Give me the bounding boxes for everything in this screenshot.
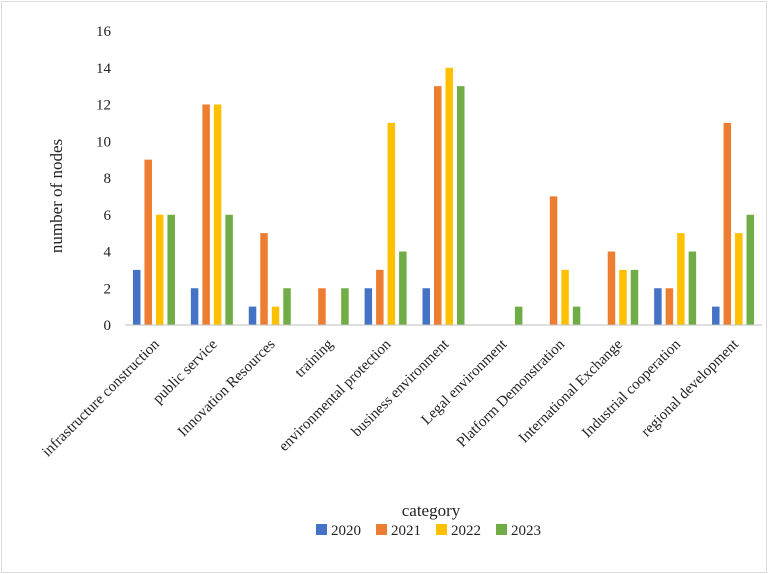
- bar-series: [132, 67, 755, 325]
- bar-2022-4: [387, 122, 396, 325]
- y-tick-label: 4: [104, 245, 112, 261]
- bar-2021-3: [318, 288, 326, 325]
- legend-swatch-2021: [376, 524, 387, 535]
- legend-label: 2021: [391, 523, 421, 539]
- bar-2023-5: [457, 86, 465, 325]
- x-tick-label: environmental protection: [276, 336, 395, 455]
- bar-2020-9: [654, 288, 662, 325]
- bar-2023-2: [283, 288, 291, 325]
- y-tick-label: 2: [104, 281, 112, 297]
- bar-2022-10: [735, 233, 743, 325]
- x-tick-label: regional development: [638, 336, 742, 440]
- bar-2021-9: [665, 288, 674, 325]
- y-axis-title: number of nodes: [47, 139, 66, 253]
- bar-2023-6: [514, 306, 523, 325]
- bar-2021-2: [260, 233, 268, 325]
- bar-2021-10: [723, 122, 732, 325]
- bar-2023-9: [688, 251, 697, 325]
- y-tick-label: 10: [96, 134, 111, 150]
- x-tick-label: training: [292, 336, 337, 381]
- bar-2020-2: [248, 306, 257, 325]
- bar-2021-7: [549, 196, 558, 325]
- bar-2020-4: [364, 288, 373, 325]
- legend: 2020 2021 2022 2023: [316, 523, 541, 539]
- bar-2023-7: [572, 306, 581, 325]
- bar-2021-0: [144, 159, 152, 325]
- bar-2023-3: [341, 288, 349, 325]
- bar-2022-7: [561, 269, 569, 325]
- x-tick-label: Industrial cooperation: [579, 336, 684, 441]
- y-tick-label: 0: [104, 318, 112, 334]
- bar-2023-10: [746, 214, 755, 325]
- bar-2020-5: [422, 288, 430, 325]
- y-tick-label: 12: [96, 98, 111, 114]
- legend-label: 2023: [511, 523, 541, 539]
- bar-2023-1: [225, 214, 233, 325]
- legend-label: 2022: [451, 523, 481, 539]
- bar-2023-8: [630, 269, 639, 325]
- bar-2020-10: [712, 306, 720, 325]
- x-tick-label: Innovation Resources: [175, 336, 279, 440]
- y-tick-label: 6: [104, 208, 112, 224]
- bar-2020-1: [190, 288, 199, 325]
- x-tick-label: infrastructure construction: [39, 336, 163, 460]
- legend-swatch-2020: [316, 524, 327, 535]
- bar-2021-5: [434, 86, 442, 325]
- x-tick-label: Platform Demonstration: [454, 336, 568, 450]
- y-tick-label: 8: [104, 171, 112, 187]
- bar-2021-8: [607, 251, 616, 325]
- bar-2020-0: [132, 269, 141, 325]
- x-tick-label: business environment: [349, 336, 453, 440]
- bar-2022-1: [213, 104, 222, 325]
- y-tick-label: 14: [96, 61, 112, 77]
- y-axis-ticks: 0 2 4 6 8 10 12 14 16: [96, 24, 112, 334]
- legend-swatch-2023: [496, 524, 507, 535]
- bar-2022-8: [619, 269, 627, 325]
- bar-2022-5: [445, 67, 453, 325]
- legend-swatch-2022: [436, 524, 447, 535]
- bar-2023-0: [167, 214, 175, 325]
- bar-2023-4: [399, 251, 407, 325]
- bar-2022-0: [155, 214, 164, 325]
- x-tick-label: International Exchange: [516, 336, 626, 446]
- legend-label: 2020: [331, 523, 361, 539]
- bar-2022-2: [271, 306, 280, 325]
- bar-2021-1: [202, 104, 210, 325]
- bar-2022-9: [677, 233, 685, 325]
- x-axis-title: category: [402, 501, 461, 520]
- y-tick-label: 16: [96, 24, 112, 40]
- bar-2021-4: [376, 269, 384, 325]
